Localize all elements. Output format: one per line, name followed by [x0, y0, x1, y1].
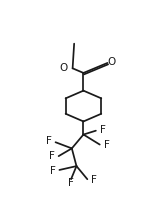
Text: O: O — [60, 63, 68, 72]
Text: F: F — [49, 151, 55, 161]
Text: F: F — [91, 175, 97, 185]
Text: F: F — [68, 178, 74, 188]
Text: F: F — [50, 166, 56, 176]
Text: O: O — [107, 57, 116, 67]
Text: F: F — [104, 140, 110, 150]
Text: F: F — [46, 136, 52, 146]
Text: F: F — [100, 125, 106, 135]
